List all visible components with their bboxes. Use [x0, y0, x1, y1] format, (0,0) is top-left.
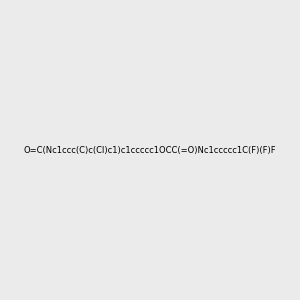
Text: O=C(Nc1ccc(C)c(Cl)c1)c1ccccc1OCC(=O)Nc1ccccc1C(F)(F)F: O=C(Nc1ccc(C)c(Cl)c1)c1ccccc1OCC(=O)Nc1c… — [24, 146, 276, 154]
